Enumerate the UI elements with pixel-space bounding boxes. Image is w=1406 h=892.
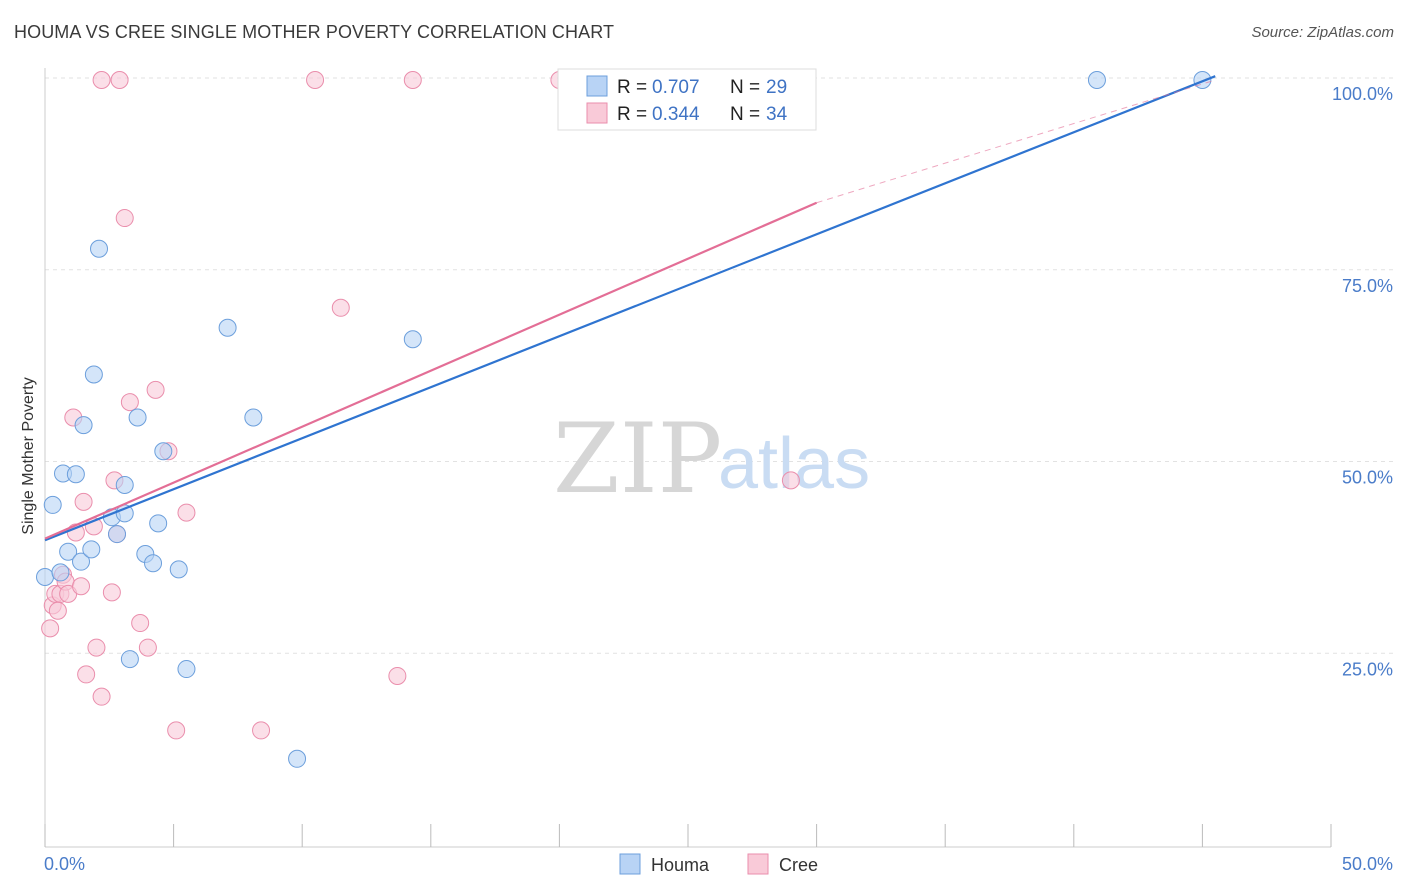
point-cree	[77, 665, 96, 684]
point-houma	[288, 749, 307, 768]
point-cree	[74, 492, 93, 511]
legend-r-value-cree: 0.344	[652, 104, 700, 125]
point-cree	[177, 503, 196, 522]
point-cree	[120, 393, 139, 412]
point-houma	[36, 568, 54, 587]
point-houma	[169, 560, 188, 579]
point-cree	[72, 577, 91, 596]
point-houma	[90, 239, 109, 258]
point-houma	[84, 365, 103, 384]
series-legend-houma: Houma	[651, 855, 710, 875]
watermark-atlas: atlas	[718, 424, 870, 504]
point-cree	[131, 614, 150, 633]
point-houma	[218, 318, 237, 337]
x-tick-label: 0.0%	[44, 854, 85, 874]
legend-r-label-houma: R =	[617, 77, 647, 98]
point-cree	[110, 71, 129, 89]
point-houma	[43, 495, 62, 514]
legend-swatch-houma	[586, 75, 608, 97]
point-cree	[167, 721, 186, 740]
trend-lines	[44, 75, 1216, 542]
point-houma	[82, 540, 101, 559]
point-cree	[138, 638, 157, 657]
point-houma	[51, 563, 70, 582]
legend-swatch-cree	[586, 102, 608, 124]
source-credit: Source: ZipAtlas.com	[1251, 24, 1394, 41]
grid-lines	[45, 77, 1395, 654]
point-cree	[306, 71, 325, 89]
watermark-zip: ZIP	[553, 403, 722, 515]
point-cree	[403, 71, 422, 89]
chart-title: HOUMA VS CREE SINGLE MOTHER POVERTY CORR…	[14, 22, 615, 42]
watermark: ZIP atlas	[553, 403, 870, 515]
legend-n-label-cree: N =	[730, 104, 760, 125]
point-cree	[87, 638, 106, 657]
trend-line-extension-cree	[816, 79, 1216, 204]
point-cree	[102, 583, 121, 602]
legend-n-value-houma: 29	[766, 77, 787, 98]
series-legend-swatch-houma	[619, 853, 641, 875]
axes: 25.0% 50.0% 75.0% 100.0% 0.0% 50.0%	[44, 68, 1393, 874]
y-tick-label: 25.0%	[1342, 659, 1393, 679]
point-houma	[1193, 71, 1212, 89]
point-houma	[66, 465, 85, 484]
series-legend: Houma Cree	[619, 853, 818, 875]
point-cree	[252, 721, 271, 740]
correlation-legend: R = 0.707 N = 29 R = 0.344 N = 34	[557, 68, 817, 131]
point-cree	[92, 687, 111, 706]
point-cree	[41, 619, 60, 638]
point-houma	[128, 408, 147, 427]
point-houma	[120, 650, 139, 669]
point-cree	[388, 666, 407, 685]
trend-line-houma	[44, 75, 1216, 542]
point-houma	[74, 416, 93, 435]
point-houma	[59, 542, 78, 561]
y-axis-label: Single Mother Poverty	[20, 377, 37, 534]
legend-r-label-cree: R =	[617, 104, 647, 125]
legend-n-value-cree: 34	[766, 104, 788, 125]
legend-n-label-houma: N =	[730, 77, 760, 98]
y-tick-label: 75.0%	[1342, 276, 1393, 296]
point-houma	[1087, 71, 1106, 89]
y-tick-label: 50.0%	[1342, 468, 1393, 488]
point-cree	[331, 298, 350, 317]
point-houma	[149, 514, 168, 533]
series-legend-cree: Cree	[779, 855, 818, 875]
point-cree	[115, 209, 134, 228]
data-points	[36, 71, 1212, 768]
x-tick-label: 50.0%	[1342, 854, 1393, 874]
point-cree	[781, 471, 800, 490]
trend-line-cree	[44, 201, 818, 540]
point-houma	[108, 525, 127, 544]
point-cree	[48, 601, 67, 620]
point-houma	[144, 554, 163, 573]
y-tick-label: 100.0%	[1332, 84, 1393, 104]
point-cree	[92, 71, 111, 89]
series-legend-swatch-cree	[747, 853, 769, 875]
point-houma	[115, 475, 134, 494]
point-houma	[177, 660, 196, 679]
point-houma	[72, 552, 91, 571]
point-cree	[146, 380, 165, 399]
point-houma	[244, 408, 263, 427]
point-houma	[403, 330, 422, 349]
legend-r-value-houma: 0.707	[652, 77, 700, 98]
point-houma	[154, 442, 173, 461]
